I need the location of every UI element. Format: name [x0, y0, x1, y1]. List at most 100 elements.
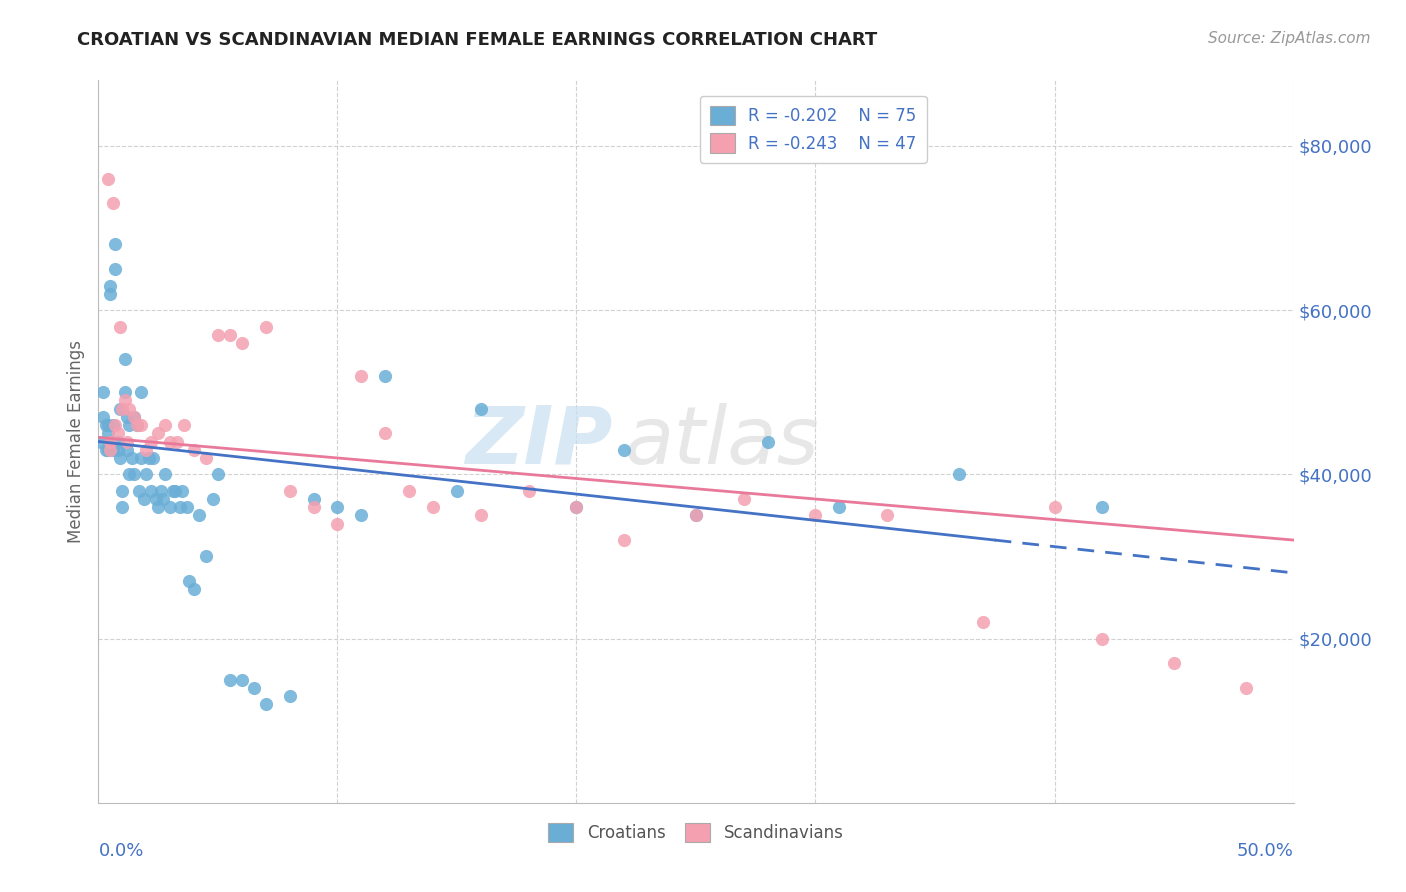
Point: [104, 418, 127, 433]
Point: [101, 418, 124, 433]
Point: [446, 483, 468, 498]
Point: [155, 418, 177, 433]
Point: [302, 491, 325, 506]
Point: [111, 401, 134, 416]
Point: [142, 450, 165, 465]
Point: [125, 418, 148, 433]
Point: [124, 409, 146, 424]
Point: [107, 434, 129, 449]
Point: [470, 401, 492, 416]
Point: [169, 500, 191, 515]
Point: [98, 286, 122, 301]
Point: [163, 483, 186, 498]
Point: [565, 500, 588, 515]
Point: [166, 434, 188, 449]
Point: [115, 409, 138, 424]
Point: [470, 508, 492, 523]
Point: [207, 467, 229, 482]
Point: [302, 500, 325, 515]
Point: [733, 491, 755, 506]
Point: [97, 442, 120, 457]
Point: [1234, 681, 1257, 695]
Y-axis label: Median Female Earnings: Median Female Earnings: [66, 340, 84, 543]
Point: [90, 434, 112, 449]
Point: [94, 442, 117, 457]
Point: [756, 434, 779, 449]
Point: [804, 508, 827, 523]
Point: [159, 434, 181, 449]
Point: [97, 418, 120, 433]
Point: [118, 467, 141, 482]
Point: [91, 385, 114, 400]
Point: [101, 442, 124, 457]
Point: [135, 467, 157, 482]
Point: [118, 418, 141, 433]
Point: [219, 327, 242, 342]
Point: [97, 171, 120, 186]
Point: [118, 401, 141, 416]
Point: [111, 500, 134, 515]
Point: [145, 491, 167, 506]
Point: [254, 319, 277, 334]
Point: [1043, 500, 1066, 515]
Point: [183, 582, 205, 597]
Point: [104, 262, 127, 277]
Point: [98, 434, 122, 449]
Point: [124, 467, 146, 482]
Point: [613, 533, 636, 547]
Point: [278, 689, 301, 703]
Point: [172, 483, 194, 498]
Point: [1091, 500, 1114, 515]
Point: [195, 450, 218, 465]
Point: [1091, 632, 1114, 646]
Point: [152, 491, 174, 506]
Point: [179, 574, 201, 588]
Point: [125, 418, 148, 433]
Point: [98, 442, 122, 457]
Point: [517, 483, 540, 498]
Point: [326, 500, 349, 515]
Point: [187, 508, 209, 523]
Point: [104, 237, 127, 252]
Point: [148, 500, 170, 515]
Point: [685, 508, 707, 523]
Text: 50.0%: 50.0%: [1237, 842, 1294, 860]
Point: [94, 418, 117, 433]
Point: [876, 508, 898, 523]
Point: [131, 450, 153, 465]
Point: [243, 681, 266, 695]
Point: [948, 467, 970, 482]
Text: CROATIAN VS SCANDINAVIAN MEDIAN FEMALE EARNINGS CORRELATION CHART: CROATIAN VS SCANDINAVIAN MEDIAN FEMALE E…: [77, 31, 877, 49]
Point: [176, 500, 198, 515]
Point: [278, 483, 301, 498]
Point: [422, 500, 444, 515]
Point: [972, 615, 994, 630]
Point: [1163, 657, 1185, 671]
Point: [254, 698, 277, 712]
Point: [135, 442, 157, 457]
Text: Source: ZipAtlas.com: Source: ZipAtlas.com: [1208, 31, 1371, 46]
Point: [162, 483, 184, 498]
Point: [131, 418, 153, 433]
Point: [565, 500, 588, 515]
Point: [374, 368, 396, 383]
Point: [231, 673, 253, 687]
Point: [108, 319, 131, 334]
Point: [108, 401, 131, 416]
Point: [350, 368, 373, 383]
Text: 0.0%: 0.0%: [98, 842, 143, 860]
Point: [114, 352, 136, 367]
Point: [207, 327, 229, 342]
Point: [111, 483, 134, 498]
Point: [159, 500, 181, 515]
Point: [98, 434, 122, 449]
Point: [132, 491, 155, 506]
Point: [195, 549, 218, 564]
Point: [398, 483, 420, 498]
Point: [138, 450, 160, 465]
Point: [124, 409, 146, 424]
Point: [828, 500, 851, 515]
Point: [326, 516, 349, 531]
Point: [128, 483, 150, 498]
Point: [98, 434, 122, 449]
